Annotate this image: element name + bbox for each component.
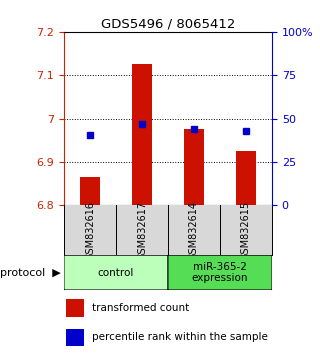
Bar bbox=[66, 329, 84, 346]
Text: protocol  ▶: protocol ▶ bbox=[0, 268, 61, 278]
Text: GSM832617: GSM832617 bbox=[137, 200, 147, 260]
FancyBboxPatch shape bbox=[64, 255, 168, 290]
Bar bbox=[80, 177, 100, 205]
Text: GSM832614: GSM832614 bbox=[189, 201, 199, 259]
Text: GSM832616: GSM832616 bbox=[85, 201, 95, 259]
Bar bbox=[66, 299, 84, 317]
Bar bbox=[184, 130, 204, 205]
Bar bbox=[132, 64, 152, 205]
Text: control: control bbox=[98, 268, 134, 278]
Text: percentile rank within the sample: percentile rank within the sample bbox=[92, 332, 268, 342]
Text: transformed count: transformed count bbox=[92, 303, 189, 313]
Text: miR-365-2
expression: miR-365-2 expression bbox=[192, 262, 248, 284]
Title: GDS5496 / 8065412: GDS5496 / 8065412 bbox=[101, 18, 235, 31]
Bar bbox=[236, 151, 256, 205]
Text: GSM832615: GSM832615 bbox=[241, 200, 251, 260]
FancyBboxPatch shape bbox=[168, 255, 272, 290]
